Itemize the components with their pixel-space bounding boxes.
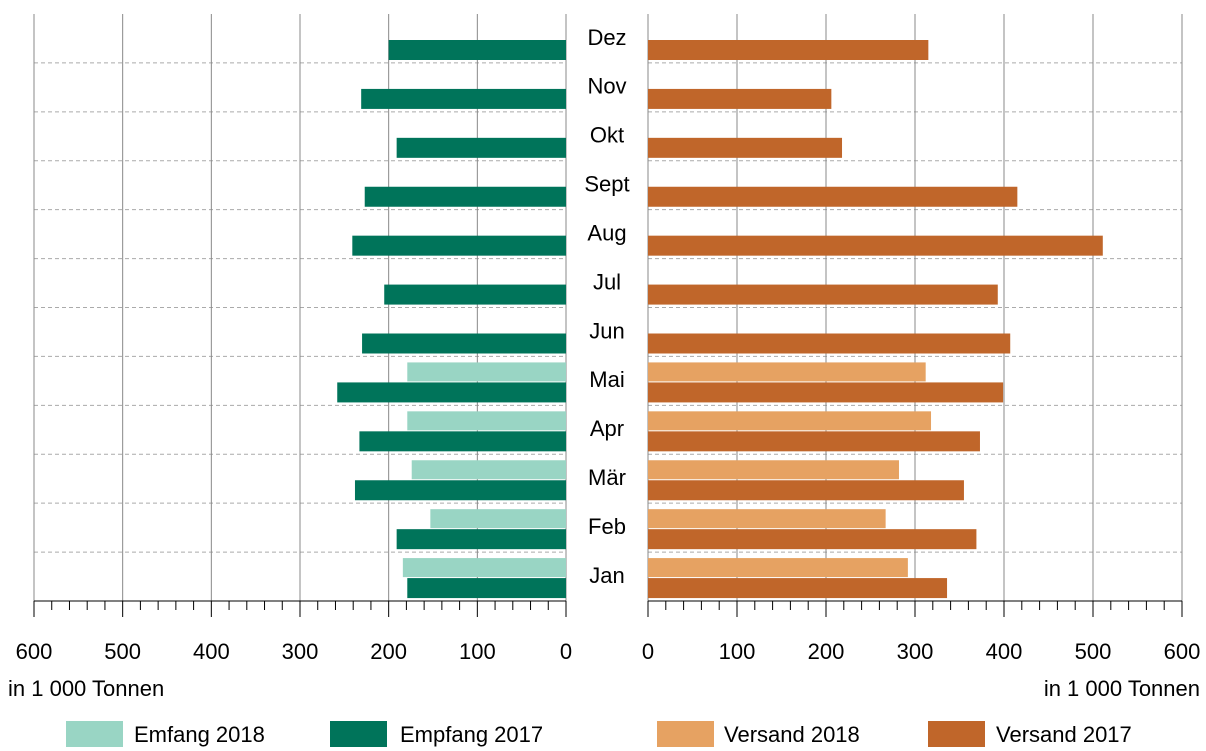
category-label: Mai <box>589 367 624 392</box>
x-tick-label: 300 <box>897 639 934 664</box>
bar <box>361 88 566 109</box>
x-axis-label: in 1 000 Tonnen <box>1044 676 1200 701</box>
bar <box>648 284 998 305</box>
bar <box>407 578 566 599</box>
x-tick-label: 100 <box>459 639 496 664</box>
bar <box>648 235 1103 256</box>
category-label: Okt <box>590 123 624 148</box>
category-label: Jul <box>593 269 621 294</box>
bar <box>648 333 1011 354</box>
legend-swatch <box>66 721 123 747</box>
bar <box>354 480 566 501</box>
category-label: Nov <box>587 74 626 99</box>
bar <box>648 558 908 578</box>
category-label: Mär <box>588 465 626 490</box>
bar <box>384 284 566 305</box>
bar <box>648 362 926 382</box>
legend-label: Emfang 2018 <box>134 722 265 747</box>
bar <box>648 40 929 60</box>
category-label: Sept <box>584 172 629 197</box>
bar <box>352 235 566 256</box>
x-tick-label: 0 <box>560 639 572 664</box>
x-tick-label: 500 <box>1075 639 1112 664</box>
x-tick-label: 0 <box>642 639 654 664</box>
bar <box>648 460 899 480</box>
bar <box>362 333 566 354</box>
bar <box>648 137 843 158</box>
bar <box>648 186 1018 207</box>
bar <box>402 558 566 578</box>
bar <box>648 431 980 452</box>
category-label: Aug <box>587 220 626 245</box>
bar <box>388 40 566 60</box>
x-tick-label: 600 <box>1164 639 1201 664</box>
legend-label: Versand 2018 <box>724 722 860 747</box>
bar <box>411 460 566 480</box>
category-label: Apr <box>590 416 624 441</box>
bar <box>396 137 566 158</box>
bar <box>648 509 886 529</box>
x-tick-label: 400 <box>986 639 1023 664</box>
x-tick-label: 400 <box>193 639 230 664</box>
bar <box>337 382 566 403</box>
bar <box>648 529 977 550</box>
bar <box>648 578 948 599</box>
legend-label: Empfang 2017 <box>400 722 543 747</box>
x-tick-label: 200 <box>370 639 407 664</box>
category-label: Dez <box>587 25 626 50</box>
bar <box>407 362 566 382</box>
category-label: Jan <box>589 563 624 588</box>
x-tick-label: 300 <box>282 639 319 664</box>
bar <box>359 431 566 452</box>
category-label: Jun <box>589 318 624 343</box>
bar <box>364 186 566 207</box>
legend-swatch <box>330 721 387 747</box>
bar <box>396 529 566 550</box>
bar <box>407 411 566 431</box>
x-axis-label: in 1 000 Tonnen <box>8 676 164 701</box>
bar <box>648 382 1004 403</box>
x-tick-label: 500 <box>104 639 141 664</box>
bar <box>648 480 964 501</box>
bar <box>648 88 832 109</box>
x-tick-label: 200 <box>808 639 845 664</box>
bar <box>430 509 566 529</box>
category-label: Feb <box>588 514 626 539</box>
legend-label: Versand 2017 <box>996 722 1132 747</box>
x-tick-label: 100 <box>719 639 756 664</box>
legend-swatch <box>928 721 985 747</box>
bar <box>648 411 932 431</box>
x-tick-label: 600 <box>16 639 53 664</box>
legend-swatch <box>657 721 714 747</box>
